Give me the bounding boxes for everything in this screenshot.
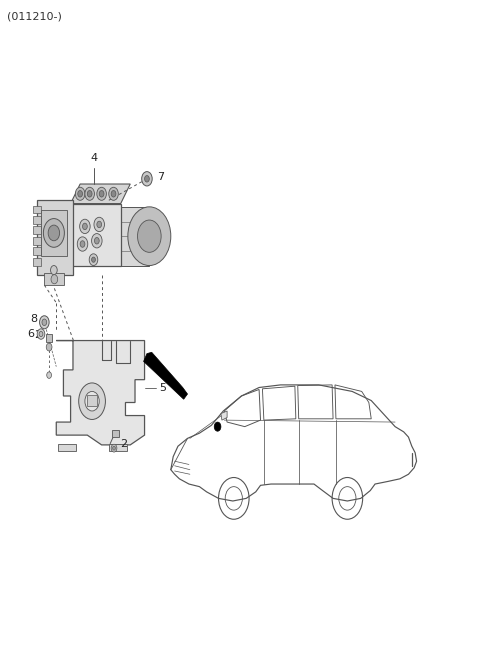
Circle shape [48,225,60,241]
Bar [46,334,52,342]
Circle shape [37,329,45,339]
Bar [34,227,40,234]
Circle shape [85,187,95,200]
Bar [109,443,127,451]
Circle shape [142,172,152,186]
Circle shape [97,221,102,228]
Circle shape [92,257,96,262]
Circle shape [51,274,58,284]
Text: 2: 2 [35,330,41,341]
Polygon shape [56,341,144,445]
Circle shape [79,383,106,419]
Circle shape [43,219,64,248]
Text: 8: 8 [30,314,37,324]
Bar [34,257,40,265]
Circle shape [47,372,51,379]
Bar [41,210,67,255]
Text: 6: 6 [27,329,34,339]
Bar [34,248,40,255]
Bar [71,204,120,265]
Circle shape [94,217,105,232]
Bar [112,430,119,437]
Polygon shape [144,352,188,400]
Circle shape [109,187,118,200]
Bar [87,395,97,406]
Bar [58,443,76,451]
Text: 5: 5 [159,383,166,393]
Circle shape [111,191,116,197]
Polygon shape [71,184,130,204]
Circle shape [144,176,149,182]
Bar [44,273,64,285]
Polygon shape [221,411,227,420]
Circle shape [89,253,98,265]
Circle shape [80,241,85,248]
Circle shape [113,446,116,450]
Bar [34,216,40,224]
Circle shape [39,331,43,337]
Circle shape [46,343,52,351]
Text: 7: 7 [157,172,165,183]
Circle shape [78,191,83,197]
Circle shape [42,319,47,326]
Bar [34,206,40,214]
Circle shape [80,219,90,234]
Circle shape [50,265,57,274]
Text: 4: 4 [91,153,98,163]
Circle shape [97,187,107,200]
Circle shape [85,392,99,411]
Bar [118,207,149,265]
Circle shape [92,234,102,248]
Circle shape [87,191,92,197]
Circle shape [75,187,85,200]
Circle shape [137,220,161,252]
Circle shape [95,238,99,244]
Circle shape [83,223,87,230]
Circle shape [111,444,117,452]
Circle shape [214,422,221,431]
Circle shape [77,237,88,251]
Bar [34,237,40,245]
Bar [37,200,73,275]
Text: 2: 2 [120,439,127,449]
Circle shape [128,207,171,265]
Circle shape [39,316,49,329]
Circle shape [99,191,104,197]
Text: (011210-): (011210-) [7,11,62,21]
